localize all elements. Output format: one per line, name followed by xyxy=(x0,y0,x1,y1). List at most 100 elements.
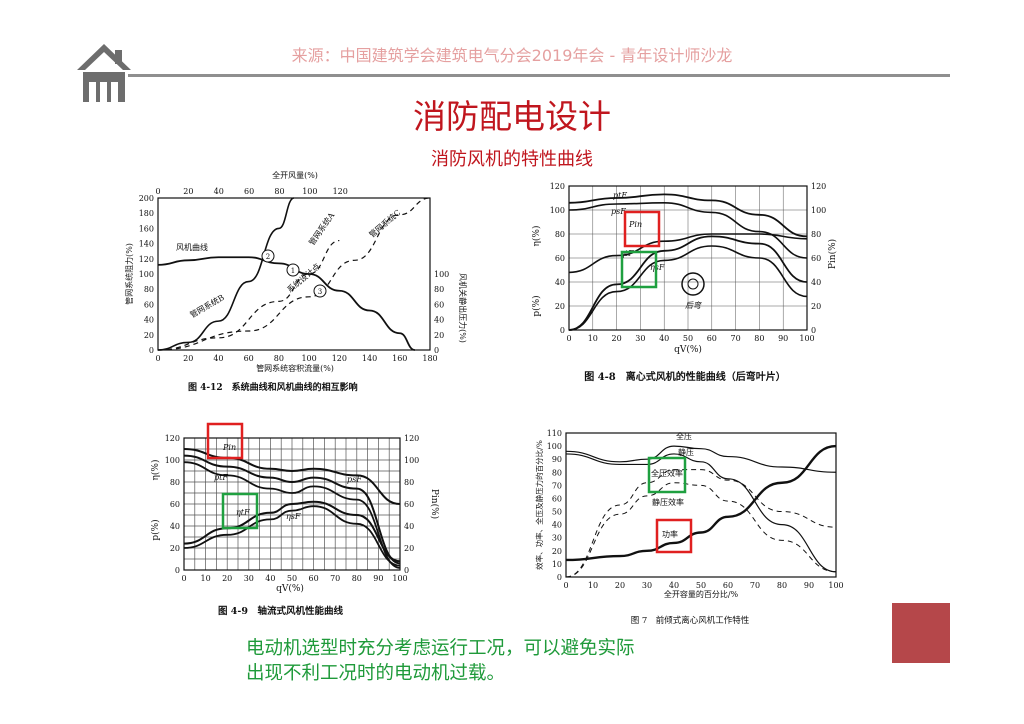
x-tick-label: 60 xyxy=(723,581,733,590)
page-subtitle: 消防风机的特性曲线 xyxy=(431,149,593,170)
x-tick-label: 90 xyxy=(778,334,788,343)
annotation-label: 静压 xyxy=(678,447,694,457)
home-icon[interactable] xyxy=(75,42,133,104)
x-tick-label: 70 xyxy=(731,334,741,343)
header-divider xyxy=(128,74,950,77)
x-tick-label: 0 xyxy=(181,574,186,583)
y-tick-label-right: 0 xyxy=(404,566,409,575)
x-tick-label: 0 xyxy=(563,581,568,590)
x-tick-label: 40 xyxy=(659,334,669,343)
series-line-1 xyxy=(565,445,837,473)
y-tick-label: 40 xyxy=(555,278,565,287)
y-tick-label: 110 xyxy=(547,429,562,438)
y-tick-label-right: 40 xyxy=(404,522,414,531)
y-axis-label: η(%) xyxy=(531,226,542,247)
x-tick-label: 60 xyxy=(309,574,319,583)
y-tick-label: 60 xyxy=(144,300,154,309)
y-tick-label-right: 60 xyxy=(404,500,414,509)
chart-caption: 图 7 前倾式离心风机工作特性 xyxy=(631,615,750,626)
series-line-2 xyxy=(183,454,401,565)
impeller-icon xyxy=(687,278,699,290)
y-tick-label: 10 xyxy=(552,560,562,569)
x-tick-label: 70 xyxy=(750,581,760,590)
x-tick-label: 70 xyxy=(330,574,340,583)
y-tick-label: 80 xyxy=(555,230,565,239)
top-tick-label: 0 xyxy=(155,187,160,196)
x-tick-label: 80 xyxy=(274,354,284,363)
series-line-4 xyxy=(568,235,808,331)
x-tick-label: 20 xyxy=(615,581,625,590)
y-tick-label: 0 xyxy=(149,346,154,355)
y-tick-label: 100 xyxy=(139,270,154,279)
top-tick-label: 80 xyxy=(274,187,284,196)
annotation-label: 静压效率 xyxy=(652,497,684,507)
x-axis-label: 全开容量的百分比/% xyxy=(664,589,739,599)
y-tick-label: 180 xyxy=(139,209,154,218)
y-tick-label: 50 xyxy=(552,508,562,517)
highlight-box-green xyxy=(620,250,658,289)
x-tick-label: 10 xyxy=(588,334,598,343)
series-line-5 xyxy=(568,245,808,331)
y-tick-label: 80 xyxy=(144,285,154,294)
x-tick-label: 20 xyxy=(612,334,622,343)
y-tick-label: 40 xyxy=(552,521,562,530)
y-tick-label-right: 120 xyxy=(811,182,826,191)
chart-svg: 0 10 20 30 40 50 60 70 80 90 100 0 10 20 30 40 50 60 70 80 9… xyxy=(534,429,844,626)
series-line-1 xyxy=(157,256,416,351)
x-tick-label: 80 xyxy=(352,574,362,583)
chart-svg: 0 10 20 30 40 50 60 70 80 90 100020406080100120020… xyxy=(150,422,440,617)
highlight-box-green xyxy=(221,492,259,530)
series-line-1 xyxy=(568,193,808,238)
annotation-label: 全压效率 xyxy=(651,468,683,478)
y-tick-label: 60 xyxy=(552,494,562,503)
series-line-3 xyxy=(183,461,401,569)
top-tick-label: 60 xyxy=(244,187,254,196)
chart-axial-fan: 0 10 20 30 40 50 60 70 80 90 100 0 20 40 60 80 100 120 0 20… xyxy=(150,418,450,623)
x-tick-label: 140 xyxy=(362,354,377,363)
series-line-5 xyxy=(565,444,837,562)
annotation-label: 功率 xyxy=(662,529,678,539)
y-tick-label: 0 xyxy=(557,573,562,582)
y-tick-label: 160 xyxy=(139,224,154,233)
series-line-3 xyxy=(568,233,808,274)
y-tick-label: 70 xyxy=(552,481,562,490)
x-tick-label: 40 xyxy=(213,354,223,363)
x-tick-label: 40 xyxy=(669,581,679,590)
y-tick-label-right: 100 xyxy=(434,270,449,279)
annotation-label: 管网系统B xyxy=(188,292,226,320)
x-tick-label: 40 xyxy=(265,574,275,583)
y-axis-label-right: Pin(%) xyxy=(429,489,440,519)
top-tick-label: 40 xyxy=(214,187,224,196)
y-tick-label-right: 20 xyxy=(404,544,414,553)
y-tick-label-right: 40 xyxy=(811,278,821,287)
y-axis-label: η(%) xyxy=(150,460,161,481)
x-tick-label: 10 xyxy=(588,581,598,590)
y-tick-label: 60 xyxy=(555,254,565,263)
y-tick-label: 20 xyxy=(552,547,562,556)
top-axis-label: 全开风量(%) xyxy=(272,170,318,180)
x-tick-label: 20 xyxy=(222,574,232,583)
annotation-label: ηtF xyxy=(236,508,250,517)
source-line: 来源：中国建筑学会建筑电气分会2019年会 - 青年设计师沙龙 xyxy=(291,46,733,65)
x-tick-label: 0 xyxy=(155,354,160,363)
point-marker xyxy=(261,249,275,263)
y-tick-label-right: 40 xyxy=(434,316,444,325)
y-tick-label: 40 xyxy=(170,522,180,531)
annotation-label: psF xyxy=(347,475,362,484)
x-axis-label: qV(%) xyxy=(674,344,702,355)
y-tick-label-right: 80 xyxy=(434,285,444,294)
point-marker-label: 1 xyxy=(291,267,295,275)
y-tick-label: 30 xyxy=(552,534,562,543)
top-tick-label: 100 xyxy=(302,187,317,196)
x-tick-label: 100 xyxy=(392,574,407,583)
annotation-label: Pin xyxy=(222,443,236,452)
annotation-label: 全压 xyxy=(676,431,692,441)
annotation-label: 管网系统C xyxy=(367,207,403,239)
page-title: 消防配电设计 xyxy=(413,97,611,136)
x-tick-label: 80 xyxy=(754,334,764,343)
x-axis-label: qV(%) xyxy=(276,583,304,594)
point-marker xyxy=(286,263,300,277)
x-tick-label: 50 xyxy=(287,574,297,583)
impeller-icon xyxy=(681,272,705,296)
y-tick-label-right: 20 xyxy=(434,331,444,340)
